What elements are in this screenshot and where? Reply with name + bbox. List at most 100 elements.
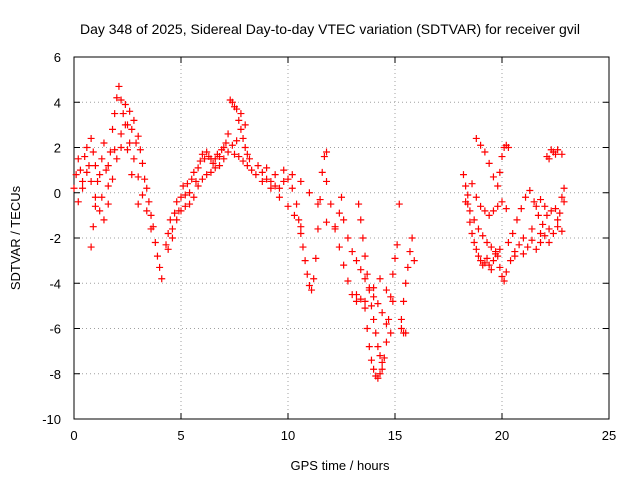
data-point <box>378 309 386 317</box>
data-point <box>91 193 99 201</box>
data-point <box>382 338 390 346</box>
data-point <box>117 130 125 138</box>
data-point <box>507 257 515 265</box>
data-point <box>177 193 185 201</box>
data-point <box>89 148 97 156</box>
series-1 <box>162 96 260 253</box>
y-tick-label: -2 <box>49 231 61 246</box>
data-point <box>96 171 104 179</box>
data-point <box>263 164 271 172</box>
data-point <box>528 225 536 233</box>
data-point <box>400 329 408 337</box>
data-point <box>545 225 553 233</box>
data-point <box>275 193 283 201</box>
data-point <box>104 200 112 208</box>
data-point <box>186 200 194 208</box>
data-point <box>153 252 161 260</box>
data-point <box>166 216 174 224</box>
data-point <box>316 196 324 204</box>
data-point <box>318 168 326 176</box>
data-point <box>186 189 194 197</box>
data-point <box>74 155 82 163</box>
data-point <box>136 146 144 154</box>
data-point <box>284 175 292 183</box>
data-point <box>85 162 93 170</box>
data-point <box>308 286 316 294</box>
y-tick-label: -4 <box>49 276 61 291</box>
data-point <box>239 157 247 165</box>
data-point <box>352 297 360 305</box>
x-tick-label: 15 <box>388 428 402 443</box>
data-point <box>220 155 228 163</box>
data-point <box>162 241 170 249</box>
data-point <box>361 252 369 260</box>
data-point <box>231 150 238 158</box>
data-points <box>70 82 568 382</box>
data-point <box>237 110 245 118</box>
data-point <box>374 343 382 351</box>
data-point <box>117 96 125 104</box>
data-point <box>479 232 487 240</box>
y-tick-label: 4 <box>54 95 61 110</box>
data-point <box>517 205 525 213</box>
data-point <box>188 175 196 183</box>
data-point <box>474 252 482 260</box>
data-point <box>549 229 557 237</box>
data-point <box>76 166 84 174</box>
data-point <box>537 239 545 247</box>
data-point <box>387 293 395 301</box>
data-point <box>258 177 266 185</box>
data-point <box>106 148 114 156</box>
data-point <box>243 162 251 170</box>
data-point <box>382 320 390 328</box>
data-point <box>370 284 378 292</box>
data-point <box>143 207 151 215</box>
data-point <box>519 234 527 242</box>
data-point <box>483 239 491 247</box>
data-point <box>498 153 506 161</box>
data-point <box>209 159 217 167</box>
data-point <box>271 171 279 179</box>
data-point <box>203 171 211 179</box>
data-point <box>198 175 206 183</box>
series-4 <box>459 134 512 285</box>
x-tick-label: 0 <box>70 428 77 443</box>
data-point <box>477 257 485 265</box>
data-point <box>370 293 378 301</box>
data-point <box>361 304 369 312</box>
data-point <box>134 132 142 140</box>
data-point <box>483 254 491 262</box>
data-point <box>404 263 412 271</box>
data-point <box>113 155 121 163</box>
axis-ticks <box>73 56 610 420</box>
data-point <box>389 297 397 305</box>
data-point <box>487 266 495 274</box>
chart-title: Day 348 of 2025, Sidereal Day-to-day VTE… <box>80 21 580 37</box>
data-point <box>248 166 256 174</box>
data-point <box>487 243 495 251</box>
data-point <box>543 153 551 161</box>
data-point <box>98 155 106 163</box>
data-point <box>288 184 296 192</box>
data-point <box>81 153 89 161</box>
y-tick-labels: 6 4 2 0 -2 -4 -6 -8 -10 <box>42 50 61 427</box>
data-point <box>181 191 189 199</box>
data-point <box>194 182 202 190</box>
data-point <box>552 205 559 213</box>
data-point <box>245 155 253 163</box>
data-point <box>134 173 142 181</box>
data-point <box>203 148 211 156</box>
data-point <box>481 259 489 267</box>
data-point <box>263 175 271 183</box>
data-point <box>190 193 198 201</box>
data-point <box>323 148 331 156</box>
data-point <box>83 144 91 151</box>
data-point <box>111 110 119 118</box>
data-point <box>370 365 378 373</box>
data-point <box>387 329 395 337</box>
data-point <box>297 223 305 231</box>
data-point <box>126 107 134 115</box>
data-point <box>489 173 497 181</box>
x-tick-label: 20 <box>495 428 509 443</box>
data-point <box>267 177 275 185</box>
